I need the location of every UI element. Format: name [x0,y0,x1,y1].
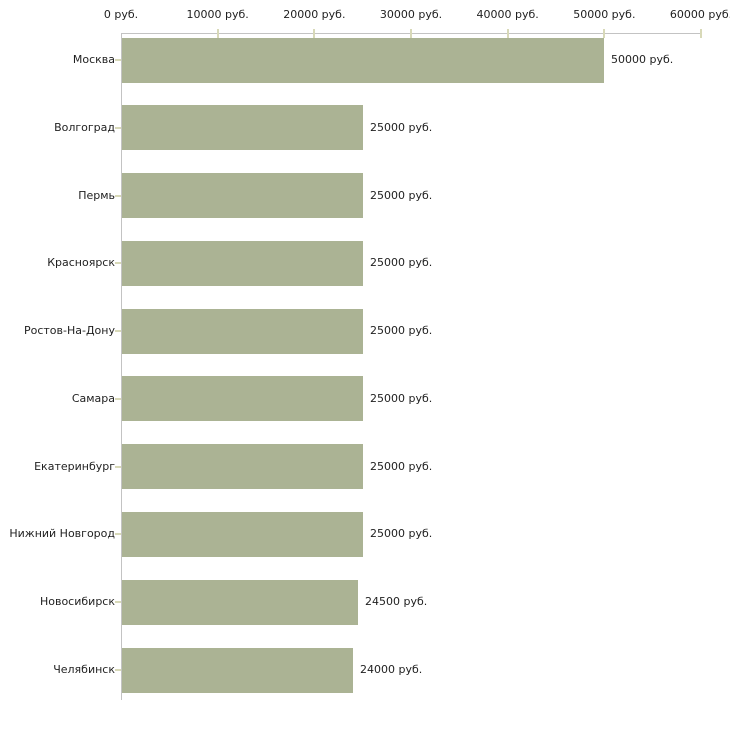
x-axis-tick [216,29,219,38]
x-axis-tick [603,29,606,38]
bar [122,241,363,286]
x-axis-tick [410,29,412,38]
bar-value-label: 24500 руб. [365,595,428,608]
category-tick [115,466,121,468]
category-label: Пермь [78,189,115,202]
x-axis-tick-label: 30000 руб. [379,8,443,21]
x-axis-tick [506,29,509,38]
category-label: Ростов-На-Дону [23,324,115,337]
category-tick [115,330,121,332]
x-axis-tick [700,29,702,38]
category-label: Красноярск [47,256,115,269]
bar [122,512,363,557]
x-axis-tick [313,29,316,38]
category-tick [115,398,121,400]
bar-value-label: 25000 руб. [370,392,433,405]
x-axis-tick-label: 40000 руб. [476,8,539,21]
x-axis-tick-label: 50000 руб. [573,8,636,21]
bar [122,376,363,421]
bar-value-label: 25000 руб. [370,189,433,202]
bar-value-label: 25000 руб. [370,121,433,134]
category-label: Москва [72,53,115,66]
bar [122,444,363,489]
bar [122,648,353,693]
category-label: Екатеринбург [34,460,115,473]
x-axis-tick-label: 60000 руб. [669,8,730,21]
bar-value-label: 24000 руб. [360,663,423,676]
x-axis-tick-label: 20000 руб. [283,8,346,21]
category-tick [115,262,121,264]
category-tick [115,669,121,671]
bar-value-label: 25000 руб. [370,460,433,473]
category-tick [115,59,121,61]
category-label: Челябинск [53,663,115,676]
category-tick [115,127,121,129]
category-label: Волгоград [54,121,115,134]
bar [122,580,358,625]
category-label: Новосибирск [39,595,115,608]
category-tick [115,601,121,603]
bar-value-label: 25000 руб. [370,256,433,269]
y-axis-line [121,33,122,700]
x-axis-tick-label: 0 руб. [103,8,139,21]
bar [122,309,363,354]
bar [122,105,363,150]
bar [122,38,604,83]
category-tick [115,195,121,197]
bar-value-label: 25000 руб. [370,527,433,540]
bar [122,173,363,218]
x-axis-tick-label: 10000 руб. [186,8,249,21]
category-label: Нижний Новгород [9,527,115,540]
bar-value-label: 25000 руб. [370,324,433,337]
category-tick [115,533,121,535]
category-label: Самара [71,392,115,405]
bar-value-label: 50000 руб. [611,53,674,66]
